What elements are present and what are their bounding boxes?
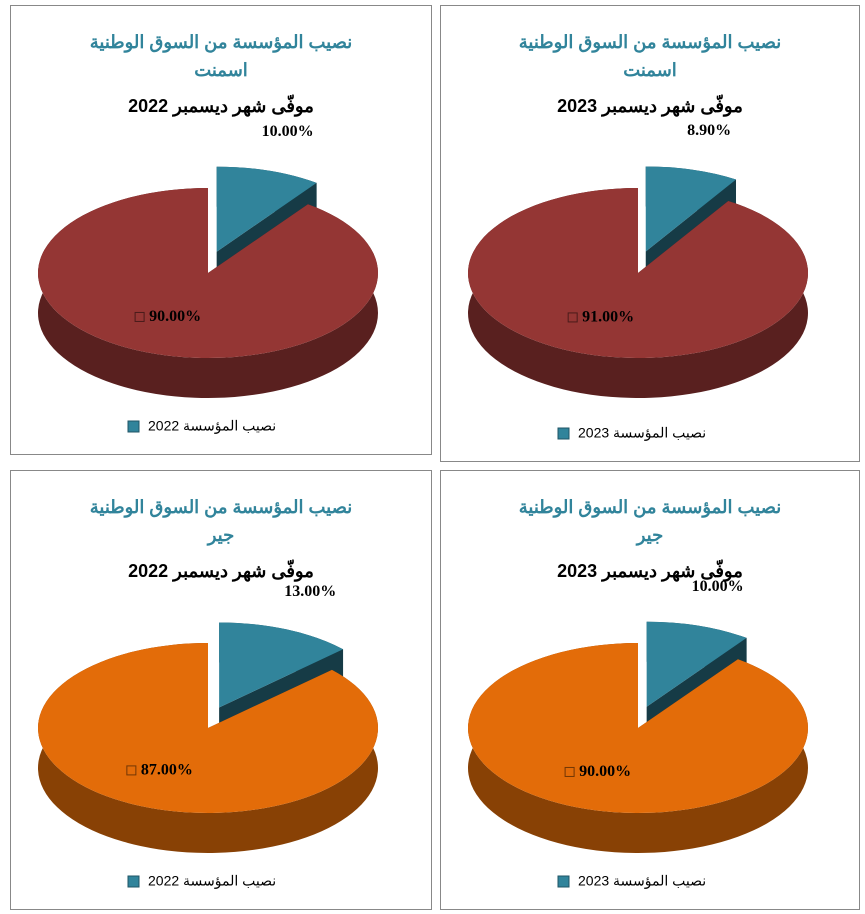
chart-subtitle: جير bbox=[206, 525, 235, 546]
data-label: 87.00% bbox=[141, 762, 193, 779]
chart-panel: نصيب المؤسسة من السوق الوطنية جير موفّى شه… bbox=[10, 470, 432, 910]
chart-period: موفّى شهر ديسمبر 2022 bbox=[128, 559, 314, 581]
label-key bbox=[126, 765, 137, 776]
label-key bbox=[134, 311, 145, 322]
legend-swatch bbox=[557, 427, 570, 440]
data-label: 8.90% bbox=[687, 122, 731, 139]
legend-swatch bbox=[127, 420, 140, 433]
legend-label: نصيب المؤسسة 2022 bbox=[148, 418, 276, 435]
data-label: 90.00% bbox=[579, 763, 631, 780]
data-label: 91.00% bbox=[582, 309, 634, 326]
pie-slice bbox=[468, 643, 809, 853]
legend-label: نصيب المؤسسة 2023 bbox=[578, 873, 706, 890]
legend-label: نصيب المؤسسة 2022 bbox=[148, 873, 276, 890]
data-label: 13.00% bbox=[284, 583, 336, 600]
label-key bbox=[564, 766, 575, 777]
chart-panel: نصيب المؤسسة من السوق الوطنية جير موفّى شه… bbox=[440, 470, 860, 910]
chart-panel: نصيب المؤسسة من السوق الوطنية اسمنت موفّى … bbox=[10, 5, 432, 455]
chart-title: نصيب المؤسسة من السوق الوطنية bbox=[90, 32, 353, 53]
data-label: 10.00% bbox=[692, 578, 744, 595]
slice-top bbox=[37, 643, 378, 813]
data-label: 10.00% bbox=[262, 123, 314, 140]
chart-period: موفّى شهر ديسمبر 2022 bbox=[128, 94, 314, 116]
slice-top bbox=[468, 643, 808, 813]
chart-panel: نصيب المؤسسة من السوق الوطنية اسمنت موفّى … bbox=[440, 5, 860, 462]
chart-subtitle: اسمنت bbox=[194, 60, 248, 80]
chart-subtitle: اسمنت bbox=[623, 60, 677, 80]
chart-period: موفّى شهر ديسمبر 2023 bbox=[557, 559, 743, 581]
label-key bbox=[567, 312, 578, 323]
chart-title: نصيب المؤسسة من السوق الوطنية bbox=[519, 32, 782, 53]
legend-label: نصيب المؤسسة 2023 bbox=[578, 425, 706, 442]
slice-top bbox=[645, 166, 737, 252]
chart-period: موفّى شهر ديسمبر 2023 bbox=[557, 94, 743, 116]
pie-slice bbox=[468, 188, 808, 399]
legend-swatch bbox=[127, 875, 140, 888]
slice-top bbox=[37, 188, 378, 359]
slice-top bbox=[646, 621, 747, 707]
pie-slice bbox=[37, 188, 378, 398]
slice-top bbox=[216, 166, 317, 252]
data-label: 90.00% bbox=[149, 308, 201, 325]
chart-title: نصيب المؤسسة من السوق الوطنية bbox=[519, 497, 782, 518]
legend-swatch bbox=[557, 875, 570, 888]
pie-slice bbox=[37, 643, 379, 853]
chart-subtitle: جير bbox=[635, 525, 664, 546]
chart-title: نصيب المؤسسة من السوق الوطنية bbox=[90, 497, 353, 518]
slice-top bbox=[219, 622, 344, 708]
slice-top bbox=[468, 188, 808, 358]
